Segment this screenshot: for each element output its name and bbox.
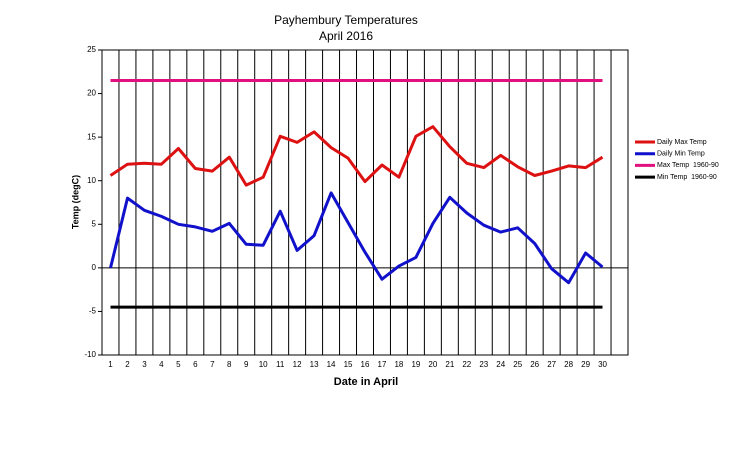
x-tick-label: 23: [479, 360, 488, 369]
x-tick-label: 29: [581, 360, 590, 369]
x-tick-label: 3: [142, 360, 147, 369]
y-tick-label: 25: [87, 45, 96, 54]
x-tick-label: 28: [564, 360, 573, 369]
x-tick-label: 7: [210, 360, 215, 369]
y-tick-label: 20: [87, 89, 96, 98]
x-tick-label: 9: [244, 360, 249, 369]
x-tick-label: 15: [344, 360, 353, 369]
x-tick-label: 4: [159, 360, 164, 369]
x-tick-label: 6: [193, 360, 198, 369]
x-tick-label: 18: [394, 360, 403, 369]
legend-label: Daily Max Temp: [657, 139, 707, 146]
y-axis-title: Temp (degC): [70, 175, 80, 229]
x-tick-label: 1: [108, 360, 113, 369]
x-tick-label: 12: [293, 360, 302, 369]
x-tick-label: 14: [327, 360, 336, 369]
x-tick-label: 24: [496, 360, 505, 369]
y-tick-label: 5: [92, 219, 97, 228]
chart-title: Payhembury Temperatures: [274, 13, 418, 27]
x-tick-label: 27: [547, 360, 556, 369]
legend-label: Max Temp 1960-90: [657, 162, 719, 169]
y-tick-label: -10: [84, 350, 96, 359]
x-tick-label: 10: [259, 360, 268, 369]
x-tick-label: 16: [361, 360, 370, 369]
x-tick-label: 30: [598, 360, 607, 369]
chart-subtitle: April 2016: [319, 29, 373, 43]
x-tick-label: 5: [176, 360, 181, 369]
x-axis-title: Date in April: [334, 376, 398, 388]
y-tick-label: 0: [92, 263, 97, 272]
x-tick-label: 2: [125, 360, 130, 369]
x-tick-label: 19: [411, 360, 420, 369]
x-tick-label: 26: [530, 360, 539, 369]
x-tick-label: 22: [462, 360, 471, 369]
y-tick-label: 10: [87, 176, 96, 185]
legend-label: Min Temp 1960-90: [657, 174, 717, 181]
series-line: [109, 125, 604, 187]
y-tick-label: -5: [89, 307, 97, 316]
x-tick-label: 13: [310, 360, 319, 369]
y-tick-label: 15: [87, 132, 96, 141]
x-tick-label: 20: [428, 360, 437, 369]
x-tick-label: 11: [276, 360, 285, 369]
x-tick-label: 25: [513, 360, 522, 369]
legend-label: Daily Min Temp: [657, 151, 705, 158]
series-line: [109, 191, 604, 285]
plot-area: [101, 49, 629, 356]
x-tick-label: 17: [378, 360, 387, 369]
x-tick-label: 8: [227, 360, 232, 369]
x-tick-label: 21: [445, 360, 454, 369]
